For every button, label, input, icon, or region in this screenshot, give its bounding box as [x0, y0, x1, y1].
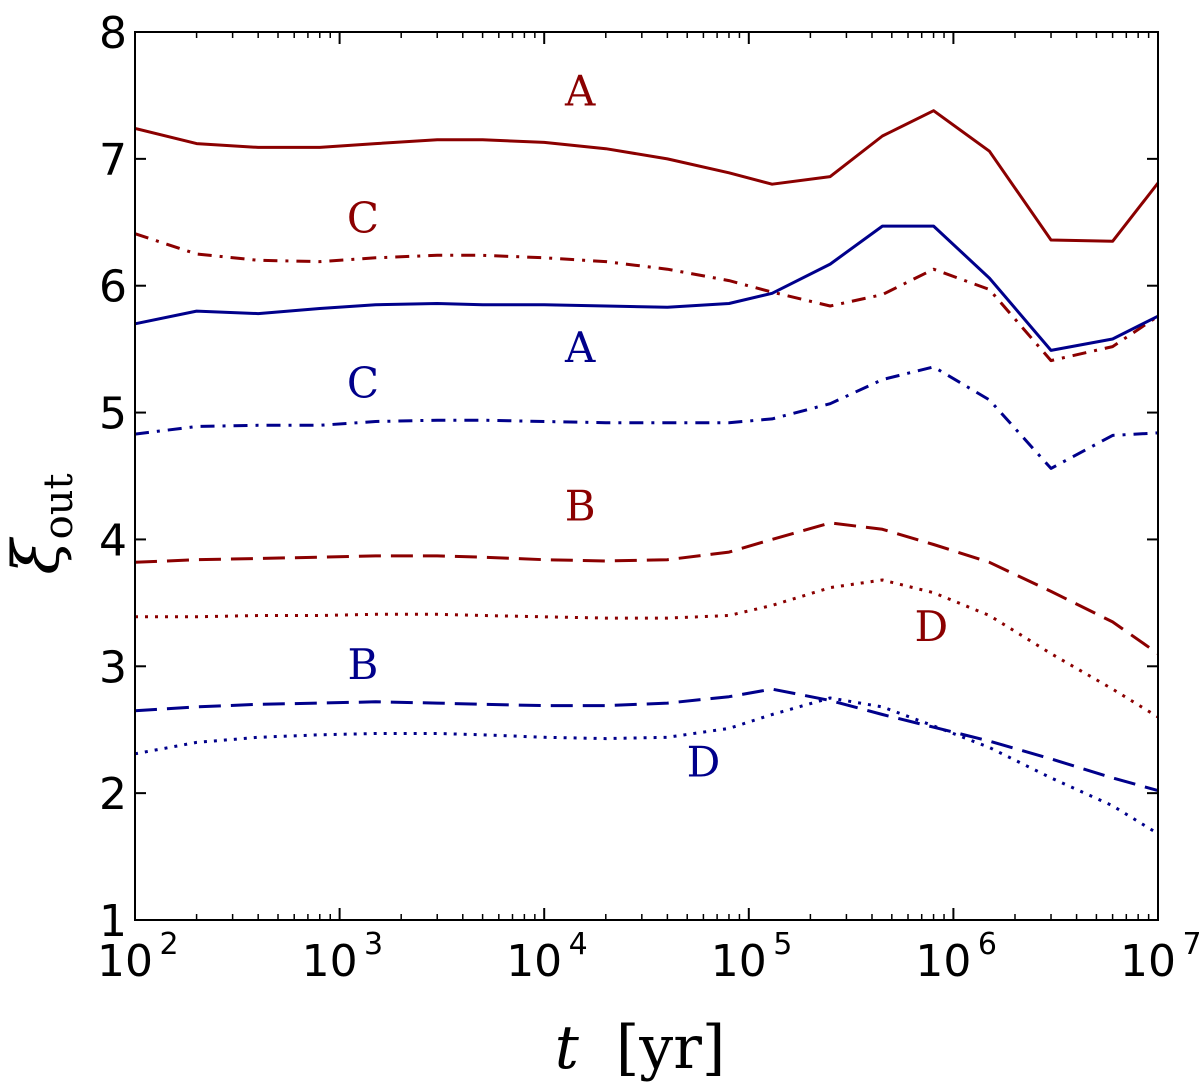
x-tick-label: 10 [506, 936, 562, 987]
label-D-red: D [914, 602, 948, 651]
plot-frame [134, 31, 1159, 921]
y-tick-label: 1 [99, 896, 127, 947]
label-A-blue: A [564, 323, 596, 372]
x-axis-title: t [yr] [555, 1013, 726, 1083]
series-line-C-red [134, 232, 1159, 363]
y-tick-label: 8 [99, 8, 127, 59]
x-tick-exponent: 7 [1182, 927, 1200, 962]
x-tick-exponent: 4 [569, 927, 588, 962]
label-B-blue: B [347, 640, 378, 689]
x-tick-exponent: 3 [364, 927, 383, 962]
x-tick-label: 10 [97, 936, 153, 987]
series-line-B-red [134, 521, 1159, 655]
y-tick-label: 7 [99, 135, 127, 186]
x-axis-variable: t [555, 1013, 580, 1083]
x-tick-label: 10 [711, 936, 767, 987]
series-line-A-red [134, 109, 1160, 243]
x-tick-label: 10 [1120, 936, 1176, 987]
x-tick-label: 10 [302, 936, 358, 987]
series-line-D-red [135, 578, 1159, 719]
x-tick-exponent: 5 [773, 927, 792, 962]
y-tick-label: 5 [99, 389, 127, 440]
y-axis-subscript: out [36, 473, 82, 539]
y-tick-label: 2 [99, 769, 127, 820]
series-line-D-blue [134, 696, 1159, 835]
series-line-A-blue [134, 224, 1159, 352]
label-C-red: C [347, 193, 379, 242]
annotations-group: A C A C B D B D [347, 67, 948, 787]
series-line-C-blue [134, 365, 1159, 470]
label-C-blue: C [347, 358, 379, 407]
y-axis-title: ξout [0, 473, 82, 574]
y-tick-label: 6 [99, 262, 127, 313]
series-line-B-blue [134, 687, 1159, 793]
label-B-red: B [565, 481, 596, 530]
x-tick-label: 10 [915, 936, 971, 987]
y-tick-label: 3 [99, 642, 127, 693]
x-axis-unit: [yr] [616, 1013, 725, 1083]
y-tick-label: 4 [99, 515, 127, 566]
series-group [134, 109, 1160, 835]
label-D-blue: D [687, 738, 721, 787]
x-tick-exponent: 6 [978, 927, 997, 962]
x-tick-exponent: 2 [159, 927, 178, 962]
y-axis-symbol: ξ [0, 537, 74, 575]
label-A-red: A [564, 67, 596, 116]
